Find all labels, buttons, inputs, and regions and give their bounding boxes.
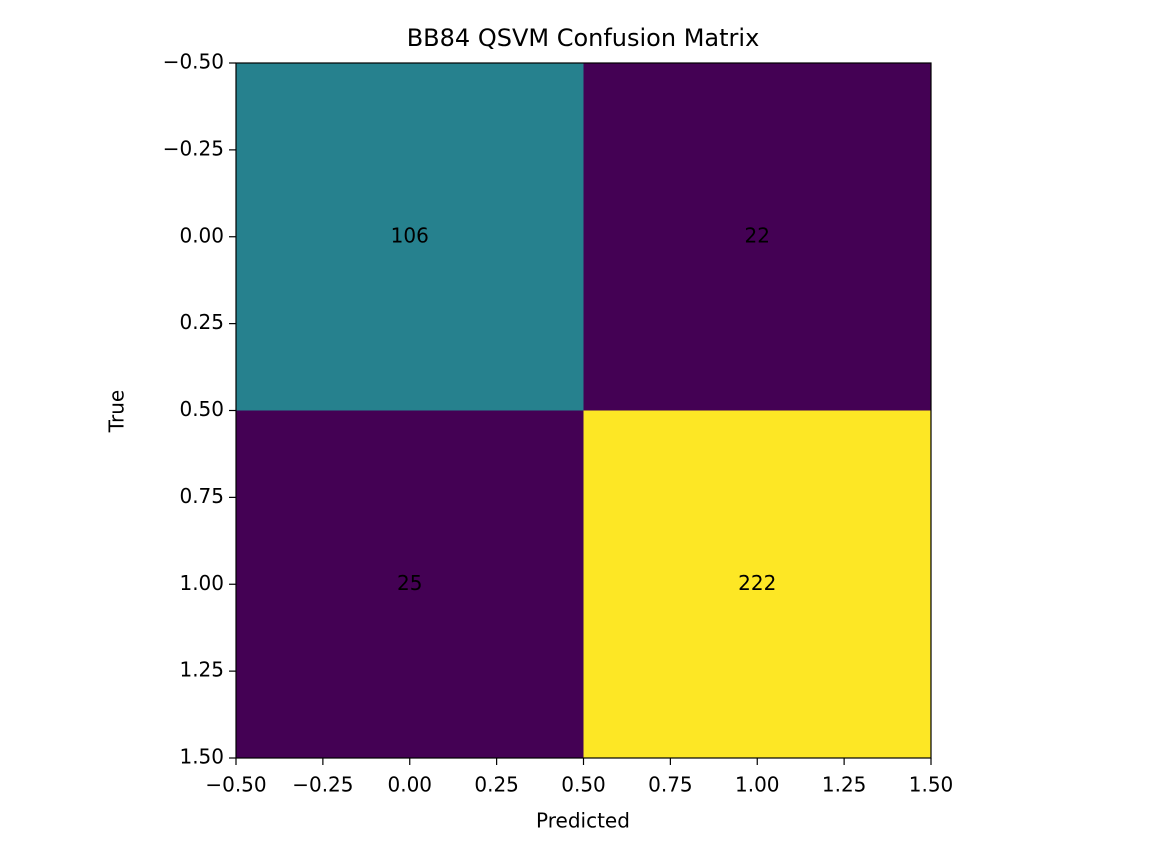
x-tick-label: −0.25 [292, 773, 353, 797]
y-tick-label: 1.50 [179, 745, 224, 769]
y-tick-label: −0.50 [163, 50, 224, 74]
y-tick-label: 1.25 [179, 658, 224, 682]
x-tick-label: 1.25 [822, 773, 867, 797]
x-tick-label: 0.50 [561, 773, 606, 797]
x-tick-label: 1.00 [735, 773, 780, 797]
x-tick-label: 0.00 [387, 773, 432, 797]
x-tick-label: 0.25 [474, 773, 519, 797]
cell-label: 22 [745, 223, 770, 247]
y-tick-label: 0.25 [179, 310, 224, 334]
y-tick-label: 0.50 [179, 397, 224, 421]
x-tick-label: −0.50 [205, 773, 266, 797]
heatmap-cell [583, 410, 931, 758]
heatmap-cell [236, 410, 584, 758]
x-axis-label: Predicted [536, 809, 630, 833]
y-axis-label: True [105, 390, 129, 433]
heatmap-cell [236, 63, 584, 411]
heatmap-cell [583, 63, 931, 411]
chart-title: BB84 QSVM Confusion Matrix [407, 24, 760, 52]
cell-label: 106 [391, 223, 429, 247]
x-tick-label: 1.50 [909, 773, 954, 797]
x-tick-label: 0.75 [648, 773, 693, 797]
cell-label: 222 [738, 571, 776, 595]
y-tick-label: 0.00 [179, 223, 224, 247]
y-tick-label: 0.75 [179, 484, 224, 508]
y-tick-label: −0.25 [163, 136, 224, 160]
cell-label: 25 [397, 571, 422, 595]
y-tick-label: 1.00 [179, 571, 224, 595]
